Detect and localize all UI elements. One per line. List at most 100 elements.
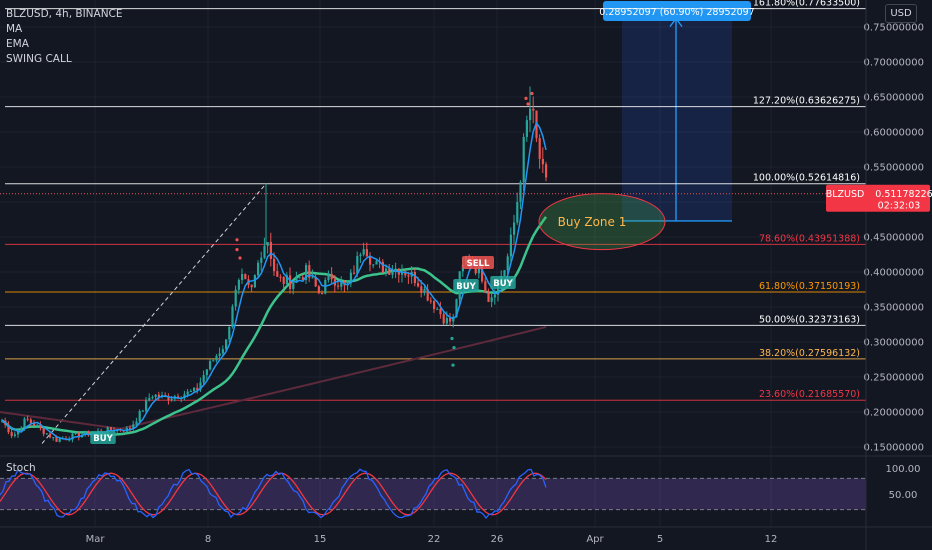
candle-body [141,410,144,412]
candles[interactable] [0,86,866,443]
candle-body [545,164,548,178]
candle-body [298,277,301,279]
price-badge-value: 0.51178226 [875,189,932,200]
candle-body [109,427,112,430]
candle-body [138,411,141,422]
buy-zone-label: Buy Zone 1 [558,215,627,229]
fib-level-label: 100.00%(0.52614816) [753,173,860,184]
candle-body [87,431,90,436]
price-tick-label: 0.35000000 [864,303,924,314]
fib-level-label: 127.20%(0.63626275) [753,96,860,107]
candle-body [84,431,87,435]
candle-body [266,242,269,246]
candle-body [193,387,196,392]
candle-body [196,387,199,390]
price-tick-label: 0.25000000 [864,373,924,384]
indicator-swing-call[interactable]: SWING CALL [6,53,72,65]
candle-body [231,306,234,328]
price-badge-box [826,184,930,212]
candle-body [442,314,445,324]
candle-body [349,272,352,284]
measure-box [622,17,732,221]
candle-body [305,265,308,280]
candle-body [199,382,202,390]
candle-body [237,279,240,290]
time-axis[interactable]: Mar 8 15 22 26 Apr 5 12 [0,526,932,545]
candle-body [369,256,372,265]
candle-body [289,275,292,289]
price-tick-label: 0.65000000 [864,93,924,104]
candle-body [228,327,231,340]
price-tick-label: 0.20000000 [864,408,924,419]
stoch-d-line [0,472,547,516]
candle-body [157,394,160,398]
candle-body [189,391,192,393]
candle-body [516,201,519,223]
candle-body [506,256,509,271]
candle-body [282,276,285,284]
time-tick-label: 22 [428,534,441,545]
candle-body [218,353,221,357]
candle-body [353,272,356,274]
fibonacci-retracement[interactable]: 161.80%(0.77633500) 127.20%(0.63626275) 10… [5,0,866,401]
signal-label-text: BUY [93,434,113,444]
candle-body [7,424,10,433]
time-tick-label: Mar [86,534,106,545]
candle-body [202,375,205,383]
candle-body [212,360,215,362]
candle-body [311,277,314,279]
measure-label-box [603,1,751,21]
candle-body [455,299,458,317]
candle-body [487,292,490,302]
candle-body [337,285,340,287]
symbol-line[interactable]: BLZUSD, 4h, BINANCE [6,8,123,20]
candle-body [484,281,487,293]
candle-body [129,427,132,429]
candle-body [221,349,224,354]
indicator-ma[interactable]: MA [6,23,23,35]
candle-body [420,286,423,293]
candle-body [167,396,170,401]
candle-body [362,249,365,255]
candle-body [340,282,343,287]
swing-dot [526,102,530,106]
candle-body [314,277,317,287]
fib-level-label: 38.20%(0.27596132) [759,348,860,359]
candle-body [317,286,320,294]
price-tick-label: 0.15000000 [864,443,924,454]
candle-body [33,422,36,426]
buy-zone[interactable]: Buy Zone 1 [538,193,666,251]
candle-body [404,271,407,276]
currency-badge[interactable]: USD [885,4,917,23]
candle-body [49,433,52,438]
candle-body [525,120,528,137]
fib-level-label: 50.00%(0.32373163) [759,314,860,325]
swing-dot [238,256,242,260]
stoch-label[interactable]: Stoch [6,462,36,474]
candle-body [327,273,330,281]
candle-body [532,108,535,111]
price-tick-label: 0.60000000 [864,128,924,139]
candle-body [519,182,522,202]
candle-body [52,437,55,439]
price-tick-label: 0.55000000 [864,163,924,174]
trend-line[interactable] [41,183,267,444]
candle-body [493,294,496,298]
candle-body [23,418,26,429]
swing-dot [235,238,239,242]
candle-body [26,418,29,420]
measure-tool[interactable]: 0.28952097 (60.90%) 28952097 [599,1,755,222]
signal-label-box [90,431,116,444]
signal-label-box [453,279,479,292]
candle-body [225,339,228,350]
swing-dot [452,346,456,350]
indicator-ema[interactable]: EMA [6,38,29,50]
candle-body [321,293,324,295]
signal-label-text: SELL [467,259,490,269]
buy-zone-ellipse [538,193,666,251]
candle-body [234,289,237,307]
candle-body [394,268,397,272]
stoch-pane[interactable]: 100.00 50.00 [0,464,921,520]
candle-body [183,394,186,399]
